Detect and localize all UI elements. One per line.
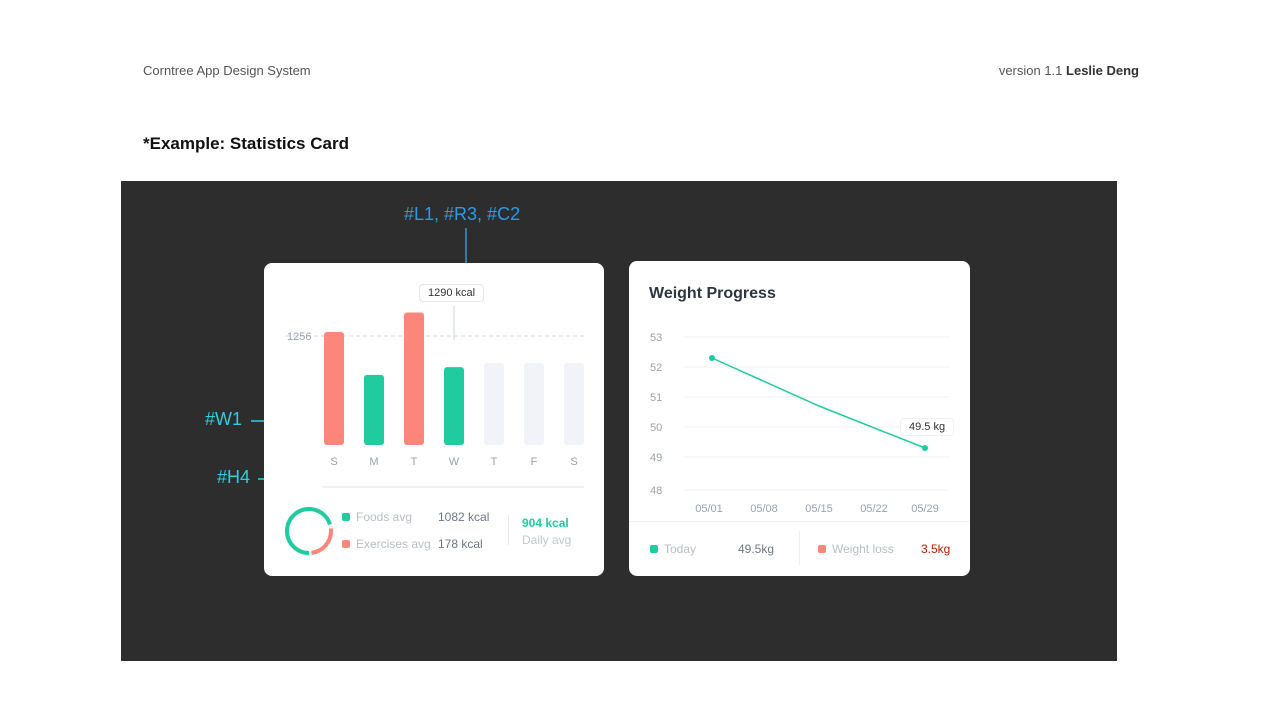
daily-label: Daily avg: [522, 533, 572, 547]
today-label: Today: [664, 542, 697, 556]
y-tick-0: 53: [650, 332, 662, 344]
bar-label-5: F: [531, 456, 538, 468]
reference-label: 1256: [287, 331, 311, 343]
exercises-value: 178 kcal: [438, 537, 483, 551]
bar-5: [524, 363, 544, 445]
bar-4: [484, 363, 504, 445]
calorie-donut: [285, 507, 333, 555]
example-canvas: #L1, #R3, #C2 #W1 #H4 1256 S M T W T F S 1290 …: [121, 181, 1117, 661]
bar-label-4: T: [491, 456, 498, 468]
weight-series-line: [711, 357, 926, 449]
bar-2: [404, 312, 424, 445]
weight-legend-divider: [799, 531, 800, 565]
weight-loss-label: Weight loss: [832, 542, 894, 556]
section-title: *Example: Statistics Card: [143, 134, 349, 153]
weight-loss-legend: Weight loss 3.5kg: [818, 542, 950, 556]
y-tick-3: 50: [650, 422, 662, 434]
foods-swatch: [342, 513, 350, 521]
weight-point-0: [709, 355, 715, 361]
donut-foods-arc: [285, 507, 333, 555]
version-author: version 1.1 Leslie Deng: [999, 63, 1139, 78]
weight-progress-card: Weight Progress 53 52 51 50 49 48 05/01 05/08 0…: [629, 261, 970, 576]
exercises-swatch: [342, 540, 350, 548]
exercises-label: Exercises avg: [356, 537, 431, 551]
x-tick-2: 05/15: [805, 503, 833, 515]
y-tick-2: 51: [650, 392, 662, 404]
y-tick-4: 49: [650, 452, 662, 464]
exercises-legend: Exercises avg 178 kcal: [342, 537, 483, 551]
weight-loss-value: 3.5kg: [921, 542, 951, 556]
donut-exercises-arc: [285, 507, 333, 555]
foods-label: Foods avg: [356, 510, 413, 524]
foods-legend: Foods avg 1082 kcal: [342, 510, 489, 524]
annotation-w1: #W1: [205, 409, 243, 429]
bar-0: [324, 332, 344, 445]
calorie-bar-chart: 1256 S M T W T F S: [286, 306, 584, 488]
x-tick-1: 05/08: [750, 503, 778, 515]
x-tick-4: 05/29: [911, 503, 939, 515]
weight-tooltip: 49.5 kg: [900, 418, 955, 436]
weight-loss-swatch: [818, 545, 826, 553]
author-name: Leslie Deng: [1066, 63, 1139, 78]
calorie-card: 1256 S M T W T F S 1290 kcal Foods avg 1082 kc…: [264, 263, 604, 576]
x-tick-0: 05/01: [695, 503, 723, 515]
legend-divider: [508, 515, 509, 545]
y-tick-1: 52: [650, 362, 662, 374]
weight-card-title: Weight Progress: [649, 285, 776, 302]
today-value: 49.5kg: [738, 542, 775, 556]
legend-top-divider: [629, 521, 970, 522]
annotation-top: #L1, #R3, #C2: [404, 204, 521, 224]
calorie-tooltip: 1290 kcal: [419, 284, 485, 302]
x-tick-3: 05/22: [860, 503, 888, 515]
bar-label-6: S: [570, 456, 577, 468]
version-label: version 1.1: [998, 63, 1063, 78]
bar-label-2: T: [411, 456, 418, 468]
bar-1: [364, 374, 384, 445]
app-name: Corntree App Design System: [143, 63, 311, 78]
bar-label-1: M: [369, 456, 378, 468]
bar-3: [444, 367, 464, 445]
today-swatch: [650, 545, 658, 553]
daily-value: 904 kcal: [522, 516, 569, 530]
annotation-h4: #H4: [217, 467, 251, 487]
weight-point-1: [922, 445, 928, 451]
y-tick-5: 48: [650, 485, 662, 497]
foods-value: 1082 kcal: [438, 510, 490, 524]
bar-label-0: S: [330, 456, 337, 468]
today-legend: Today 49.5kg: [650, 542, 774, 556]
bar-label-3: W: [449, 456, 460, 468]
bar-6: [564, 363, 584, 445]
